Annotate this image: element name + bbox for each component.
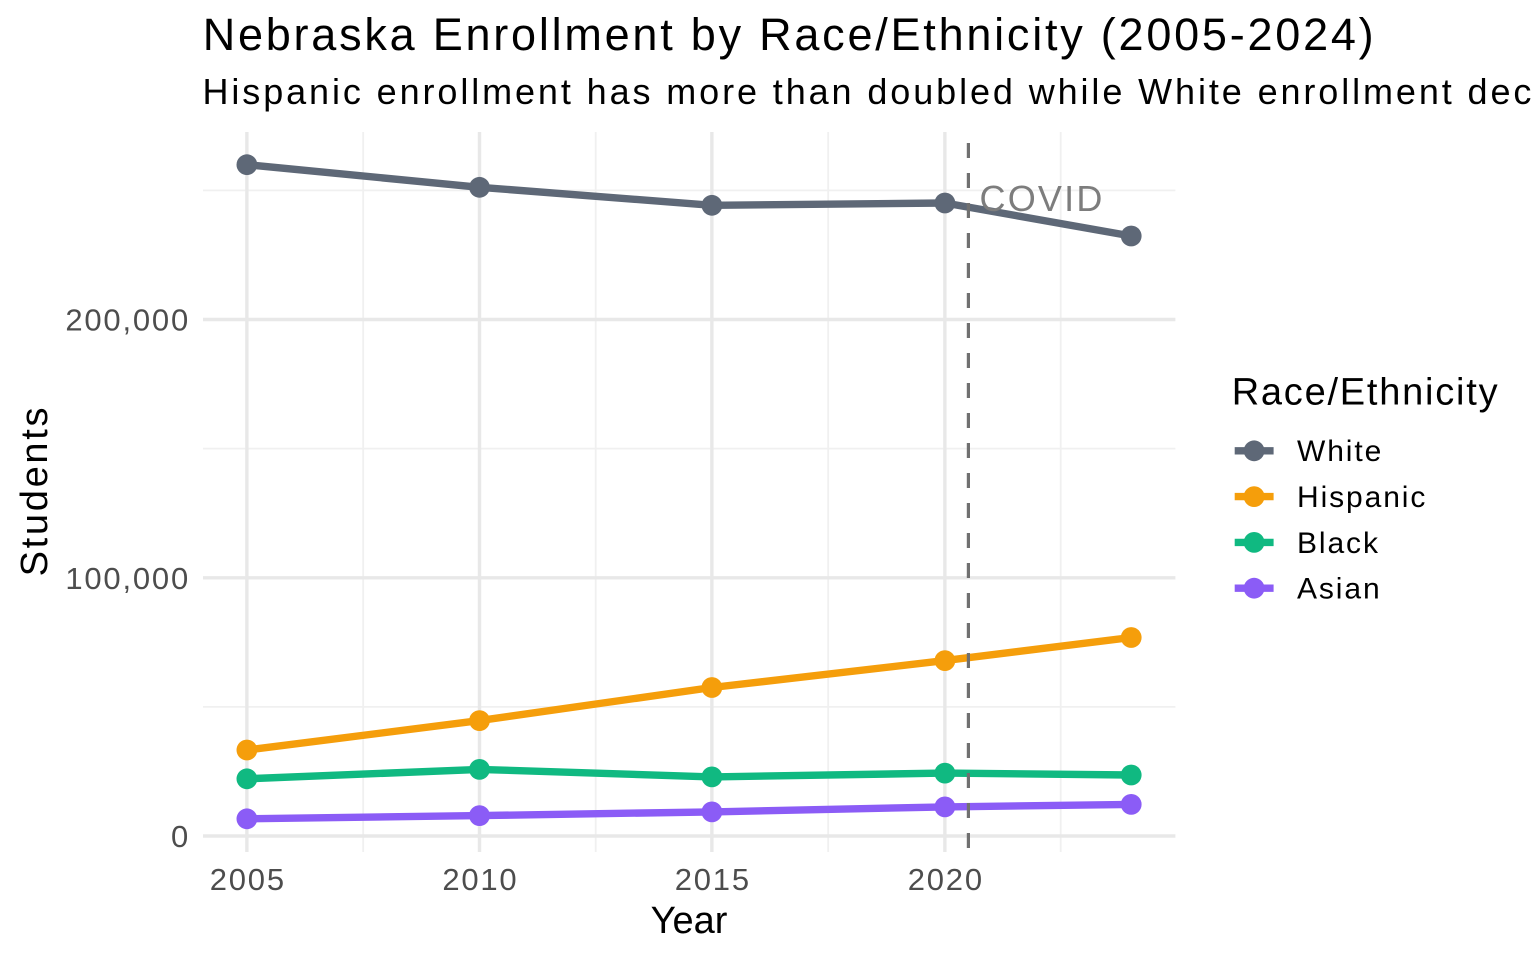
svg-text:Asian: Asian [1297,573,1382,606]
svg-text:Black: Black [1297,527,1380,560]
svg-text:White: White [1297,435,1383,468]
svg-text:0: 0 [171,819,190,854]
svg-text:Race/Ethnicity: Race/Ethnicity [1232,372,1500,414]
svg-text:100,000: 100,000 [65,561,190,596]
svg-text:2020: 2020 [908,862,984,897]
svg-text:2005: 2005 [210,862,286,897]
svg-text:Hispanic enrollment has more t: Hispanic enrollment has more than double… [203,71,1536,112]
svg-text:Hispanic: Hispanic [1297,481,1427,514]
svg-text:Year: Year [651,900,728,942]
svg-text:Students: Students [14,405,56,577]
svg-text:Nebraska Enrollment by Race/Et: Nebraska Enrollment by Race/Ethnicity (2… [203,9,1377,60]
svg-text:2015: 2015 [675,862,751,897]
svg-text:COVID: COVID [980,178,1105,219]
svg-text:200,000: 200,000 [65,303,190,338]
svg-text:2010: 2010 [442,862,518,897]
